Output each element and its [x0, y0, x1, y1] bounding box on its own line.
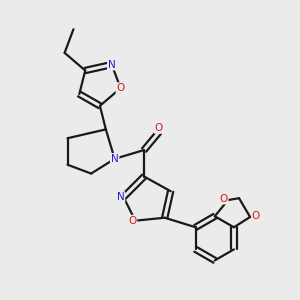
Text: N: N — [117, 192, 124, 202]
Text: O: O — [128, 216, 136, 226]
Text: O: O — [252, 211, 260, 220]
Text: O: O — [220, 194, 228, 204]
Text: N: N — [111, 154, 119, 164]
Text: N: N — [108, 60, 116, 70]
Text: O: O — [116, 83, 125, 93]
Text: O: O — [155, 123, 163, 133]
